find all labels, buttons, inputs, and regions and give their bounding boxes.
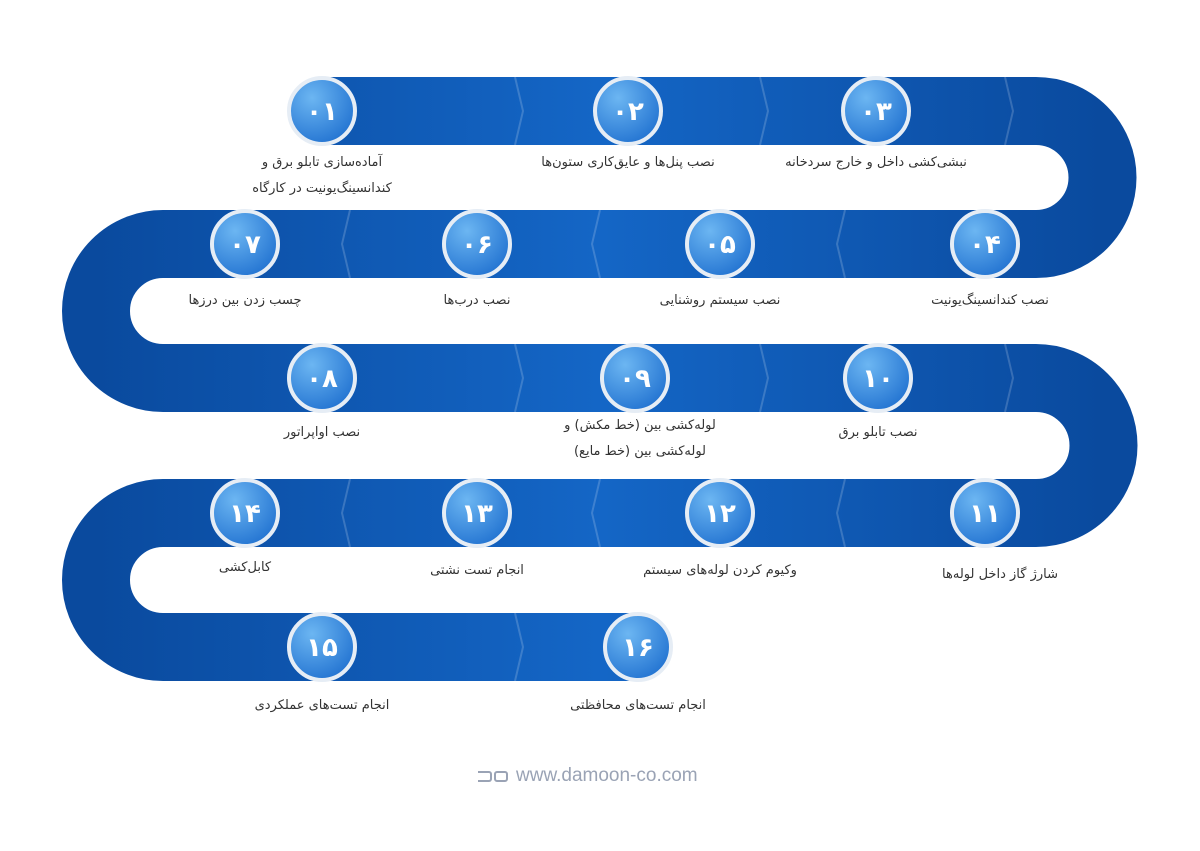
step-marker: ۰۱ [287,76,357,146]
step-number: ۰۶ [461,230,493,260]
step-label: انجام تست‌های عملکردی [254,698,390,713]
step-marker: ۱۴ [210,478,280,548]
step-circle [442,478,512,548]
step-label: وکیوم کردن لوله‌های سیستم [643,563,797,578]
step-circle [593,76,663,146]
chevron-divider [514,612,525,682]
chevron-divider [590,209,601,279]
step-number: ۰۸ [306,364,338,394]
step-marker: ۱۶ [603,612,673,682]
chevron-divider [1004,76,1015,146]
step-marker: ۰۶ [442,209,512,279]
step-number: ۱۰ [862,364,894,394]
chevron-divider [835,209,846,279]
chevron-divider [1004,343,1015,413]
step-label: انجام تست‌های محافظتی [570,698,706,713]
chevron-divider [759,343,770,413]
step-label: کابل‌کشی [218,560,272,575]
step-number: ۱۳ [461,499,493,529]
step-marker: ۱۵ [287,612,357,682]
step-label: نصب درب‌ها [443,293,511,308]
step-circle [442,209,512,279]
step-circle [841,76,911,146]
step-marker: ۱۲ [685,478,755,548]
step-number: ۰۹ [619,364,651,394]
step-circle [685,478,755,548]
step-circle [210,478,280,548]
step-marker: ۱۱ [950,478,1020,548]
step-marker: ۰۵ [685,209,755,279]
chevron-divider [340,209,351,279]
chevron-divider [759,76,770,146]
step-number: ۱۴ [229,499,261,529]
step-number: ۰۷ [229,230,261,260]
step-label: انجام تست نشتی [430,563,524,578]
step-number: ۰۲ [612,97,644,127]
chevron-divider [514,343,525,413]
step-marker: ۰۷ [210,209,280,279]
step-label: نصب کندانسینگ‌یونیت [931,293,1049,308]
step-number: ۱۵ [306,633,338,663]
step-marker: ۰۴ [950,209,1020,279]
step-marker: ۰۹ [600,343,670,413]
step-circle [600,343,670,413]
step-label: نبشی‌کشی داخل و خارج سردخانه [785,155,967,170]
chevron-divider [514,76,525,146]
step-label: نصب تابلو برق [838,425,918,440]
chevron-divider [590,478,601,548]
step-circle [287,612,357,682]
step-marker: ۰۲ [593,76,663,146]
step-circle [210,209,280,279]
step-number: ۱۱ [969,499,1001,529]
step-label: نصب اواپراتور [283,425,361,440]
step-circle [843,343,913,413]
step-number: ۰۵ [704,230,736,260]
step-marker: ۱۰ [843,343,913,413]
chevron-divider [340,478,351,548]
step-marker: ۰۸ [287,343,357,413]
step-circle [287,343,357,413]
step-label: چسب زدن بین درزها [188,293,302,308]
step-circle [287,76,357,146]
step-marker: ۱۳ [442,478,512,548]
step-circle [685,209,755,279]
damoon-logo [478,770,508,782]
step-number: ۱۲ [704,499,736,529]
step-label: نصب پنل‌ها و عایق‌کاری ستون‌ها [541,155,715,170]
chevron-divider [835,478,846,548]
step-marker: ۰۳ [841,76,911,146]
step-circle [950,478,1020,548]
footer: www.damoon-co.com [478,765,698,787]
step-circle [950,209,1020,279]
step-circle [603,612,673,682]
step-label: نصب سیستم روشنایی [659,293,781,308]
step-number: ۱۶ [622,633,654,663]
footer-url[interactable]: www.damoon-co.com [516,765,698,786]
step-label: آماده‌سازی تابلو برق و کندانسینگ‌یونیت د… [252,155,392,196]
step-label: شارژ گاز داخل لوله‌ها [942,567,1058,582]
step-number: ۰۴ [969,230,1001,260]
step-label: لوله‌کشی بین (خط مکش) و لوله‌کشی بین (خط… [564,418,716,459]
serpentine-band [62,77,1138,681]
step-number: ۰۱ [306,97,338,127]
step-number: ۰۳ [860,97,892,127]
